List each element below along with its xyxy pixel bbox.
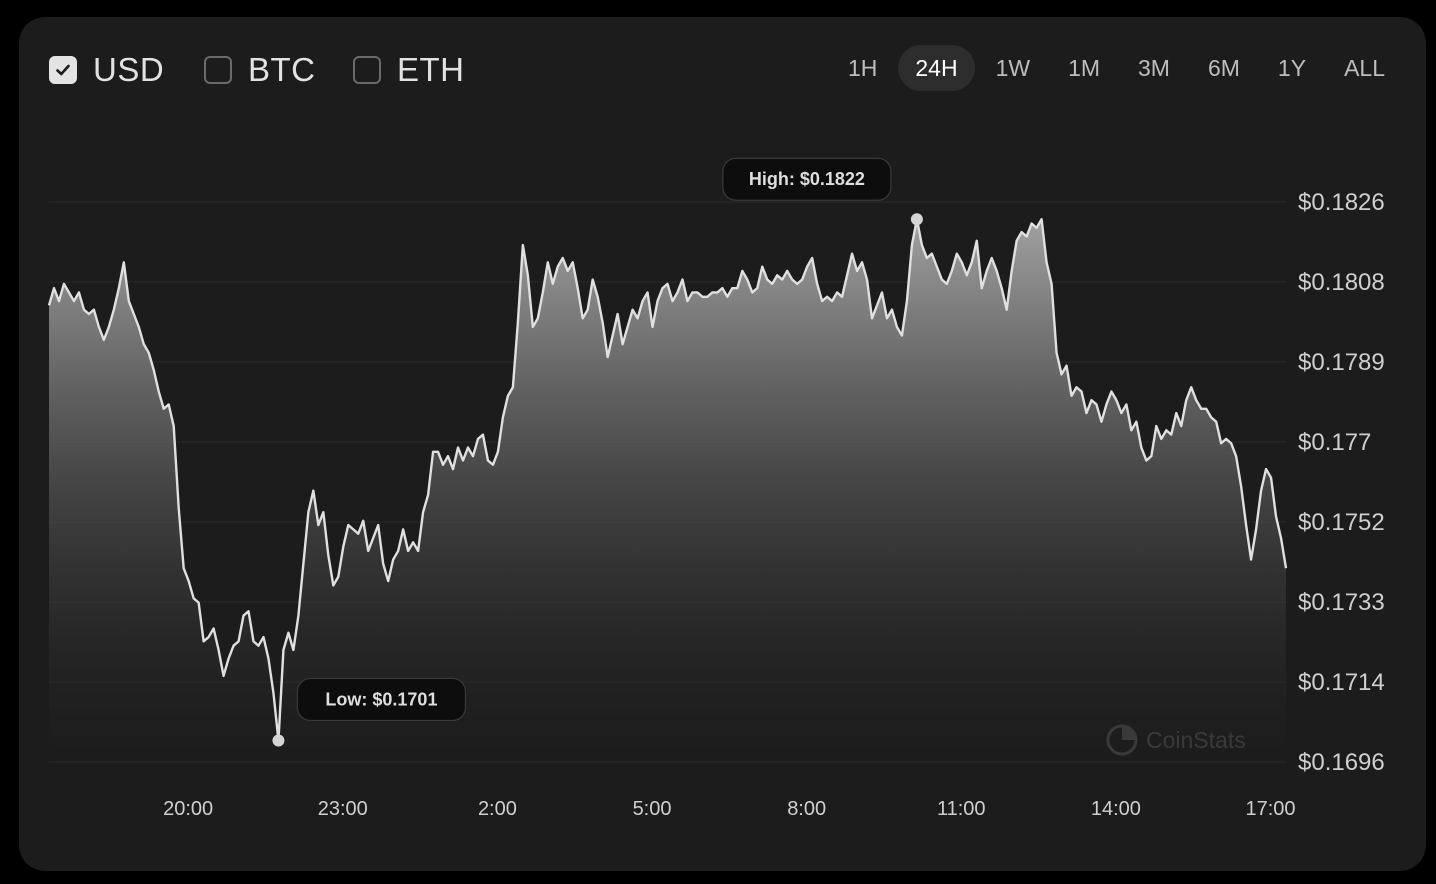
y-tick-label: $0.1789 [1298,349,1385,376]
high-point-marker [910,213,923,226]
x-tick-label: 2:00 [478,798,517,820]
y-tick-label: $0.1808 [1298,269,1385,296]
range-button-6m[interactable]: 6M [1207,54,1240,81]
currency-toggle-btc[interactable]: BTC [204,51,316,89]
high-tooltip: High: $0.1822 [722,157,892,201]
currency-toggle-eth[interactable]: ETH [353,51,465,89]
currency-toggle-usd[interactable]: USD [49,51,164,89]
coinstats-watermark: CoinStats [1106,724,1246,756]
y-tick-label: $0.177 [1298,429,1371,456]
x-tick-label: 5:00 [633,798,672,820]
x-tick-label: 23:00 [318,798,368,820]
range-button-3m[interactable]: 3M [1138,54,1170,81]
eth-checkbox[interactable] [353,56,381,84]
low-tooltip-text: Low: $0.1701 [325,689,437,709]
price-line [47,218,1288,742]
price-area-fill [49,219,1286,763]
usd-label: USD [93,51,165,88]
y-tick-label: $0.1752 [1298,509,1385,536]
range-button-1m[interactable]: 1M [1068,54,1101,81]
price-chart-card: USD BTC ETH 1H 24H 1W 1M 3M 6M 1Y ALL $0… [19,17,1426,871]
coinstats-logo-slice [1122,726,1136,740]
y-tick-label: $0.1733 [1298,589,1385,616]
y-tick-label: $0.1826 [1298,189,1385,216]
y-tick-label: $0.1714 [1298,669,1385,696]
x-tick-label: 11:00 [937,798,986,820]
eth-label: ETH [397,51,465,88]
range-button-24h[interactable]: 24H [898,45,975,91]
low-tooltip-box [296,677,467,722]
x-tick-label: 14:00 [1091,798,1141,820]
high-tooltip-box [722,157,892,201]
time-range-selector: 1H 24H 1W 1M 3M 6M 1Y ALL [827,45,1402,91]
low-tooltip: Low: $0.1701 [296,677,467,722]
range-button-1h[interactable]: 1H [847,54,878,81]
checkmark-icon [56,64,70,76]
low-point-marker [272,734,285,747]
btc-label: BTC [248,51,316,88]
y-tick-label: $0.1696 [1298,749,1385,776]
x-tick-label: 17:00 [1246,798,1296,820]
price-area-chart: $0.1826 $0.1808 $0.1789 $0.177 $0.1752 $0.173… [47,157,1385,820]
watermark-text: CoinStats [1146,727,1246,753]
range-button-all[interactable]: ALL [1344,54,1385,81]
high-tooltip-text: High: $0.1822 [749,169,865,189]
y-axis: $0.1826 $0.1808 $0.1789 $0.177 $0.1752 $0.173… [1298,189,1385,776]
range-button-1y[interactable]: 1Y [1277,54,1307,81]
x-axis: 20:00 23:00 2:00 5:00 8:00 11:00 14:00 17:00 [163,798,1295,820]
x-tick-label: 8:00 [787,798,826,820]
x-tick-label: 20:00 [163,798,213,820]
btc-checkbox[interactable] [204,56,232,84]
range-button-1w[interactable]: 1W [995,54,1031,81]
usd-checkbox[interactable] [49,56,77,84]
